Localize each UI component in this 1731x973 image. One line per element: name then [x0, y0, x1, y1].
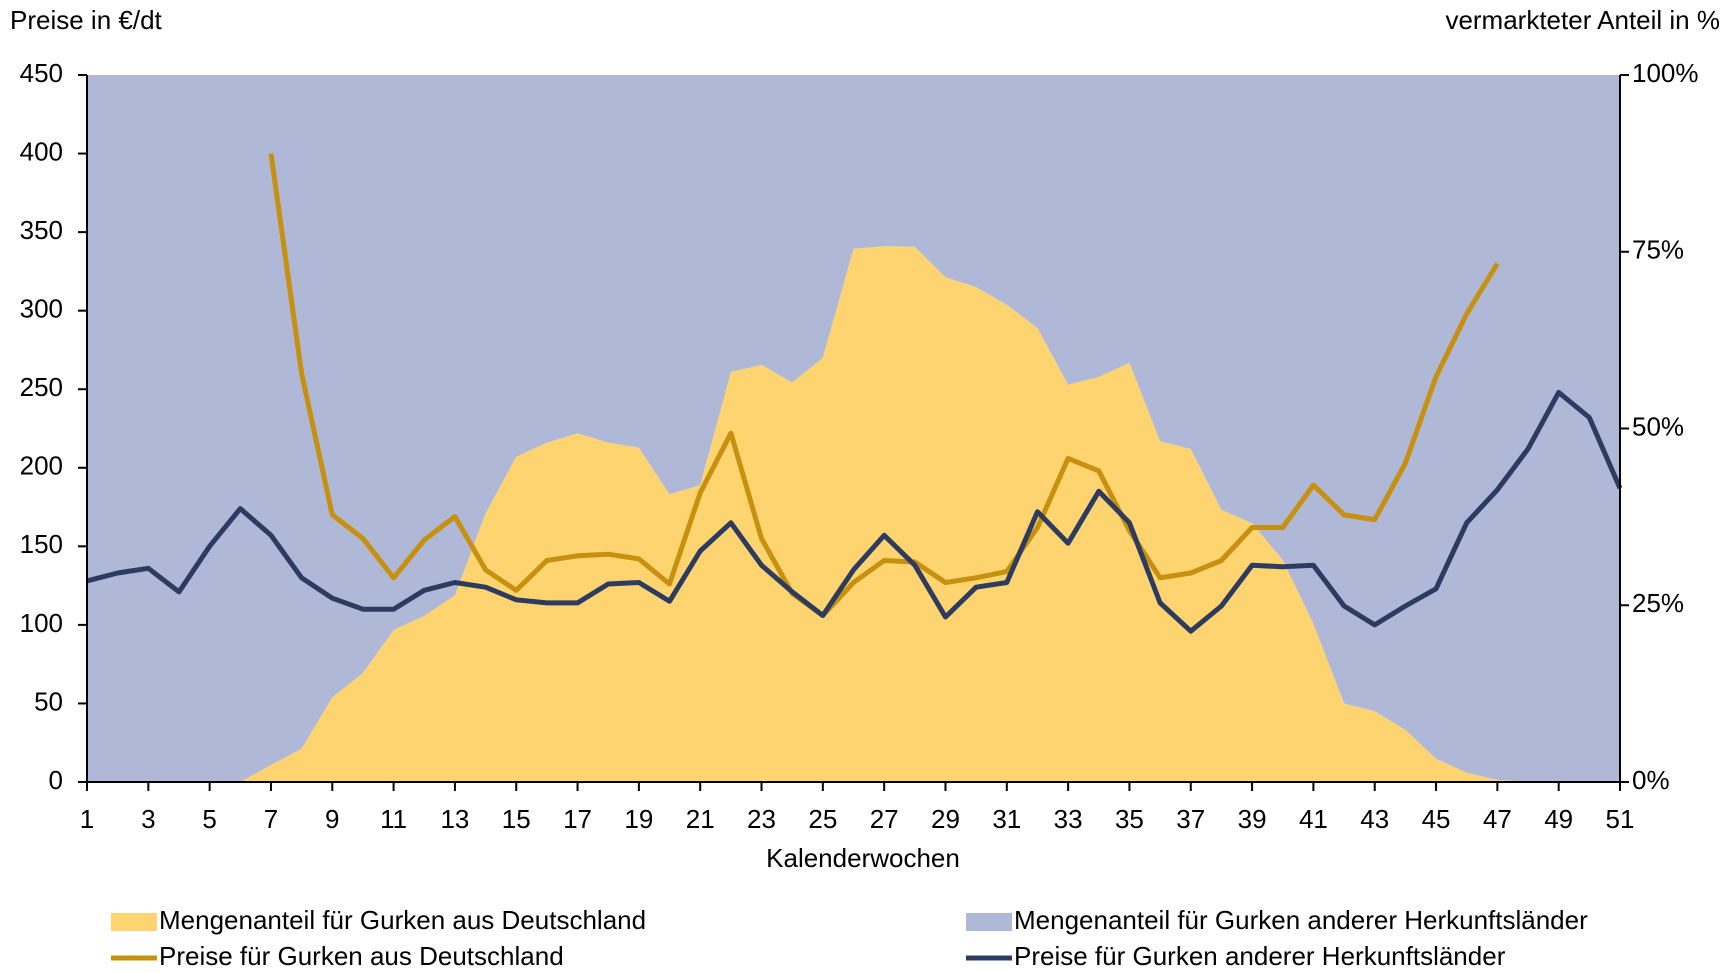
legend-label: Mengenanteil für Gurken aus Deutschland — [159, 905, 646, 935]
y2-tick-label: 50% — [1632, 411, 1684, 441]
x-tick-label: 41 — [1299, 804, 1328, 834]
area — [87, 75, 1620, 782]
y-tick-label: 450 — [20, 58, 63, 88]
x-tick-label: 47 — [1483, 804, 1512, 834]
y2-tick-label: 25% — [1632, 588, 1684, 618]
y-tick-label: 400 — [20, 136, 63, 166]
x-tick-label: 7 — [264, 804, 278, 834]
x-tick-label: 23 — [747, 804, 776, 834]
x-tick-label: 45 — [1422, 804, 1451, 834]
y-tick-label: 350 — [20, 215, 63, 245]
x-tick-label: 27 — [870, 804, 899, 834]
x-tick-label: 11 — [380, 804, 407, 834]
x-tick-label: 17 — [563, 804, 592, 834]
line — [268, 153, 1500, 618]
y-tick-label: 0 — [49, 765, 63, 795]
line — [86, 389, 1623, 634]
y-axis-label: Preise in €/dt — [10, 5, 163, 35]
x-tick-label: 15 — [502, 804, 531, 834]
x-axis-label: Kalenderwochen — [766, 843, 960, 873]
y-tick-label: 150 — [20, 529, 63, 559]
x-tick-label: 3 — [141, 804, 155, 834]
x-tick-label: 13 — [440, 804, 469, 834]
legend-swatch — [111, 913, 157, 931]
x-tick-label: 37 — [1176, 804, 1205, 834]
x-tick-label: 43 — [1360, 804, 1389, 834]
x-tick-label: 5 — [202, 804, 216, 834]
y-tick-label: 200 — [20, 451, 63, 481]
x-tick-label: 39 — [1238, 804, 1267, 834]
y-tick-label: 100 — [20, 608, 63, 638]
x-tick-label: 1 — [80, 804, 94, 834]
y2-tick-label: 100% — [1632, 58, 1699, 88]
y-tick-label: 50 — [34, 686, 63, 716]
x-tick-label: 33 — [1054, 804, 1083, 834]
area — [87, 246, 1620, 783]
x-tick-label: 35 — [1115, 804, 1144, 834]
legend-label: Preise für Gurken anderer Herkunftslände… — [1014, 941, 1506, 971]
x-tick-label: 51 — [1606, 804, 1635, 834]
x-tick-label: 31 — [992, 804, 1021, 834]
legend-swatch — [966, 913, 1012, 931]
x-tick-label: 29 — [931, 804, 960, 834]
legend-label: Preise für Gurken aus Deutschland — [159, 941, 564, 971]
x-tick-label: 21 — [686, 804, 715, 834]
y-tick-label: 250 — [20, 372, 63, 402]
y2-tick-label: 0% — [1632, 765, 1670, 795]
x-tick-label: 25 — [808, 804, 837, 834]
x-tick-label: 9 — [325, 804, 339, 834]
x-tick-label: 19 — [624, 804, 653, 834]
y2-axis-label: vermarkteter Anteil in % — [1445, 5, 1720, 35]
legend-label: Mengenanteil für Gurken anderer Herkunft… — [1014, 905, 1588, 935]
y-tick-label: 300 — [20, 294, 63, 324]
x-tick-label: 49 — [1544, 804, 1573, 834]
y2-tick-label: 75% — [1632, 235, 1684, 265]
